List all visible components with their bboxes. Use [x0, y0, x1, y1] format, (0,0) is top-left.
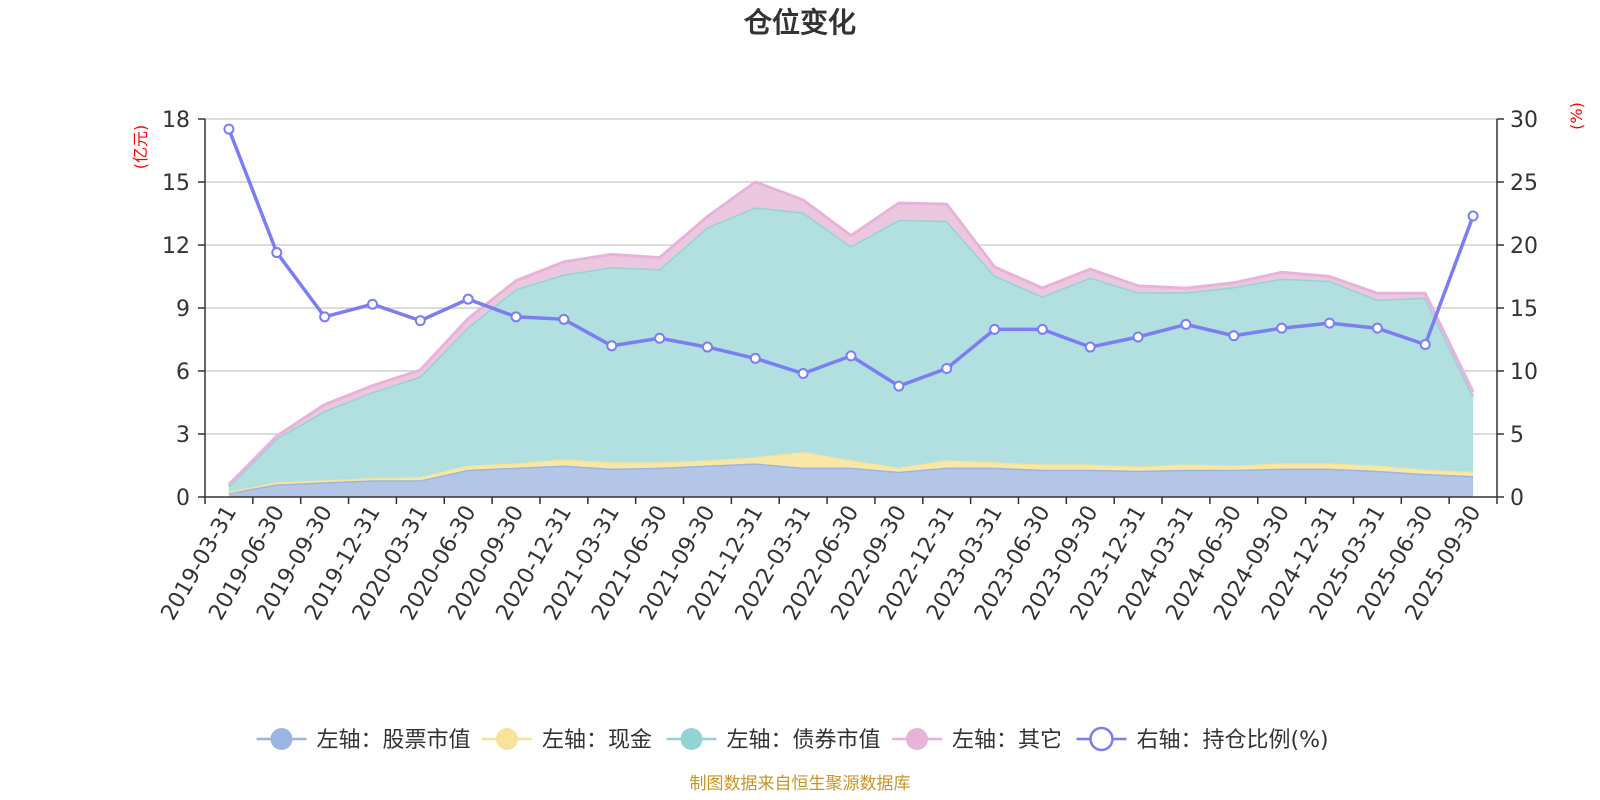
- ratio-point: [1467, 210, 1479, 222]
- left-tick-label: 12: [162, 234, 190, 259]
- ratio-point: [1132, 331, 1144, 343]
- left-tick-label: 6: [176, 360, 190, 385]
- ratio-point: [606, 340, 618, 352]
- stacked-areas: [227, 180, 1475, 497]
- ratio-point: [1324, 317, 1336, 329]
- right-tick-label: 0: [1510, 486, 1524, 511]
- right-tick-label: 20: [1510, 234, 1538, 259]
- area-edge-3: [227, 180, 1475, 486]
- area-series-3: [228, 182, 1474, 487]
- legend-label: 左轴：其它: [952, 728, 1062, 753]
- area-series-0: [228, 463, 1474, 497]
- ratio-point: [271, 247, 283, 259]
- legend-item[interactable]: 左轴：债券市值: [666, 728, 881, 753]
- right-y-ticks: 0 5 10 15 20 25 30: [1497, 108, 1538, 511]
- ratio-point: [797, 368, 809, 380]
- right-axis-unit: (%): [1567, 102, 1586, 130]
- right-tick-label: 25: [1510, 171, 1538, 196]
- ratio-point: [223, 123, 235, 135]
- legend-marker: [270, 728, 293, 750]
- ratio-point: [1371, 322, 1383, 334]
- ratio-point: [1036, 323, 1048, 335]
- left-y-ticks: 0 3 6 9 12 15 18: [162, 108, 205, 511]
- legend-item[interactable]: 左轴：其它: [892, 728, 1062, 753]
- left-tick-label: 3: [176, 423, 190, 448]
- right-tick-label: 30: [1510, 108, 1538, 133]
- right-tick-label: 10: [1510, 360, 1538, 385]
- ratio-point: [462, 293, 474, 305]
- ratio-point: [1419, 339, 1431, 351]
- ratio-point: [1180, 318, 1192, 330]
- ratio-point: [893, 380, 905, 392]
- legend-label: 右轴：持仓比例(%): [1137, 728, 1329, 753]
- ratio-point: [701, 341, 713, 353]
- legend-item[interactable]: 左轴：股票市值: [256, 728, 471, 753]
- legend-label: 左轴：现金: [542, 728, 652, 753]
- left-tick-label: 0: [176, 486, 190, 511]
- right-tick-label: 5: [1510, 423, 1524, 448]
- x-ticks: 2019-03-312019-06-302019-09-302019-12-31…: [157, 497, 1498, 625]
- ratio-point: [1276, 322, 1288, 334]
- ratio-point: [510, 311, 522, 323]
- data-source-footer: 制图数据来自恒生聚源数据库: [690, 774, 911, 794]
- ratio-point: [558, 313, 570, 325]
- legend-marker: [906, 728, 928, 750]
- left-tick-label: 18: [162, 108, 190, 133]
- legend-item[interactable]: 右轴：持仓比例(%): [1076, 726, 1329, 753]
- ratio-point: [654, 332, 666, 344]
- legend[interactable]: 左轴：股票市值 左轴：现金 左轴：债券市值 左轴：其它 右轴：持仓比例(%): [256, 726, 1329, 753]
- chart-title: 仓位变化: [744, 6, 856, 39]
- legend-marker: [1089, 726, 1114, 752]
- ratio-point: [366, 298, 378, 310]
- left-tick-label: 9: [176, 297, 190, 322]
- ratio-point: [1228, 330, 1240, 342]
- right-tick-label: 15: [1510, 297, 1538, 322]
- area-series-2: [228, 207, 1474, 492]
- legend-item[interactable]: 左轴：现金: [482, 728, 652, 753]
- holding-ratio-line: [223, 123, 1479, 392]
- legend-marker: [680, 728, 703, 750]
- legend-label: 左轴：股票市值: [317, 728, 471, 753]
- legend-marker: [496, 728, 518, 750]
- ratio-point: [414, 315, 426, 327]
- ratio-point: [989, 323, 1001, 335]
- left-tick-label: 15: [162, 171, 190, 196]
- ratio-point: [845, 350, 857, 362]
- ratio-point: [941, 362, 953, 374]
- ratio-point: [749, 352, 761, 364]
- left-axis-unit: (亿元): [131, 125, 150, 170]
- legend-label: 左轴：债券市值: [727, 728, 881, 753]
- ratio-point: [1084, 341, 1096, 353]
- ratio-point: [319, 311, 331, 323]
